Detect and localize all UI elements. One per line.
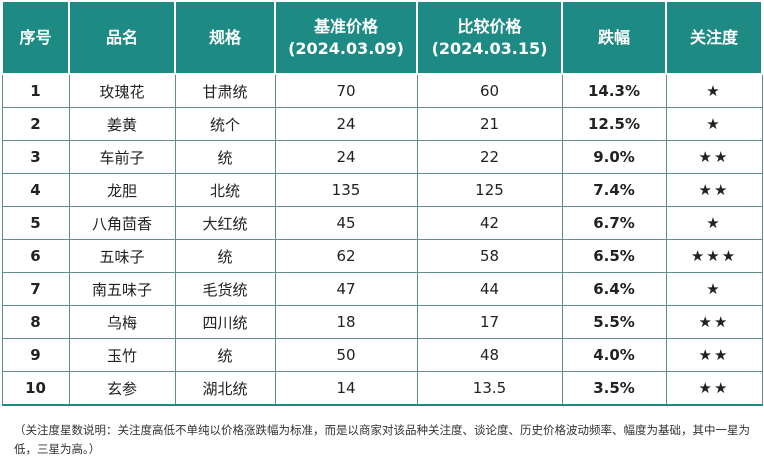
header-change: 跌幅 xyxy=(561,0,667,75)
table-row: 1 玫瑰花 甘肃统 70 60 14.3% ★ xyxy=(1,73,763,108)
cell-base-price: 24 xyxy=(274,140,418,174)
cell-base-price: 50 xyxy=(274,338,418,372)
cell-no: 3 xyxy=(1,140,70,174)
cell-compare-price: 44 xyxy=(416,272,563,306)
cell-change: 4.0% xyxy=(561,338,667,372)
table-row: 6 五味子 统 62 58 6.5% ★★★ xyxy=(1,239,763,273)
cell-no: 2 xyxy=(1,107,70,141)
cell-attention-stars: ★ xyxy=(665,73,763,108)
cell-compare-price: 22 xyxy=(416,140,563,174)
attention-note: （关注度星数说明：关注度高低不单纯以价格涨跌幅为标准，而是以商家对该品种关注度、… xyxy=(14,423,750,456)
cell-compare-price: 21 xyxy=(416,107,563,141)
cell-attention-stars: ★★★ xyxy=(665,239,763,273)
cell-name: 车前子 xyxy=(68,140,176,174)
header-compare-price-label: 比较价格 xyxy=(457,16,522,36)
cell-change: 5.5% xyxy=(561,305,667,339)
cell-attention-stars: ★★ xyxy=(665,173,763,207)
cell-name: 南五味子 xyxy=(68,272,176,306)
cell-attention-stars: ★ xyxy=(665,107,763,141)
cell-spec: 大红统 xyxy=(174,206,276,240)
cell-spec: 统个 xyxy=(174,107,276,141)
cell-name: 玫瑰花 xyxy=(68,73,176,108)
cell-spec: 湖北统 xyxy=(174,371,276,406)
table-row: 3 车前子 统 24 22 9.0% ★★ xyxy=(1,140,763,174)
cell-name: 乌梅 xyxy=(68,305,176,339)
cell-change: 9.0% xyxy=(561,140,667,174)
cell-spec: 统 xyxy=(174,338,276,372)
cell-compare-price: 48 xyxy=(416,338,563,372)
table-row: 2 姜黄 统个 24 21 12.5% ★ xyxy=(1,107,763,141)
cell-attention-stars: ★★ xyxy=(665,371,763,406)
cell-name: 姜黄 xyxy=(68,107,176,141)
cell-no: 9 xyxy=(1,338,70,372)
cell-no: 1 xyxy=(1,73,70,108)
table-row: 5 八角茴香 大红统 45 42 6.7% ★ xyxy=(1,206,763,240)
cell-name: 龙胆 xyxy=(68,173,176,207)
cell-base-price: 47 xyxy=(274,272,418,306)
cell-name: 八角茴香 xyxy=(68,206,176,240)
table-row: 9 玉竹 统 50 48 4.0% ★★ xyxy=(1,338,763,372)
cell-no: 6 xyxy=(1,239,70,273)
cell-compare-price: 125 xyxy=(416,173,563,207)
cell-spec: 统 xyxy=(174,140,276,174)
cell-no: 10 xyxy=(1,371,70,406)
cell-change: 6.5% xyxy=(561,239,667,273)
table-row: 10 玄参 湖北统 14 13.5 3.5% ★★ xyxy=(1,371,763,406)
cell-base-price: 70 xyxy=(274,73,418,108)
price-table: 序号 品名 规格 基准价格 (2024.03.09) 比较价格 (2024.03… xyxy=(1,0,763,406)
cell-spec: 统 xyxy=(174,239,276,273)
cell-change: 6.4% xyxy=(561,272,667,306)
cell-no: 7 xyxy=(1,272,70,306)
header-compare-price: 比较价格 (2024.03.15) xyxy=(416,0,563,75)
header-base-price-date: (2024.03.09) xyxy=(288,38,404,58)
cell-base-price: 24 xyxy=(274,107,418,141)
cell-change: 3.5% xyxy=(561,371,667,406)
table-header-row: 序号 品名 规格 基准价格 (2024.03.09) 比较价格 (2024.03… xyxy=(1,0,763,75)
table-row: 7 南五味子 毛货统 47 44 6.4% ★ xyxy=(1,272,763,306)
cell-no: 5 xyxy=(1,206,70,240)
cell-base-price: 45 xyxy=(274,206,418,240)
cell-no: 4 xyxy=(1,173,70,207)
cell-compare-price: 60 xyxy=(416,73,563,108)
cell-compare-price: 42 xyxy=(416,206,563,240)
header-base-price-label: 基准价格 xyxy=(313,16,378,36)
cell-base-price: 62 xyxy=(274,239,418,273)
cell-compare-price: 17 xyxy=(416,305,563,339)
cell-spec: 四川统 xyxy=(174,305,276,339)
cell-change: 7.4% xyxy=(561,173,667,207)
table-row: 8 乌梅 四川统 18 17 5.5% ★★ xyxy=(1,305,763,339)
cell-spec: 毛货统 xyxy=(174,272,276,306)
cell-base-price: 135 xyxy=(274,173,418,207)
cell-attention-stars: ★★ xyxy=(665,338,763,372)
cell-attention-stars: ★ xyxy=(665,272,763,306)
cell-compare-price: 58 xyxy=(416,239,563,273)
header-no: 序号 xyxy=(1,0,70,75)
cell-no: 8 xyxy=(1,305,70,339)
cell-base-price: 18 xyxy=(274,305,418,339)
cell-compare-price: 13.5 xyxy=(416,371,563,406)
cell-base-price: 14 xyxy=(274,371,418,406)
cell-name: 五味子 xyxy=(68,239,176,273)
header-name: 品名 xyxy=(68,0,176,75)
cell-change: 14.3% xyxy=(561,73,667,108)
header-attention: 关注度 xyxy=(665,0,763,75)
cell-spec: 甘肃统 xyxy=(174,73,276,108)
cell-name: 玄参 xyxy=(68,371,176,406)
cell-attention-stars: ★★ xyxy=(665,305,763,339)
cell-spec: 北统 xyxy=(174,173,276,207)
header-compare-price-date: (2024.03.15) xyxy=(431,38,548,58)
header-spec: 规格 xyxy=(174,0,276,75)
cell-change: 6.7% xyxy=(561,206,667,240)
header-base-price: 基准价格 (2024.03.09) xyxy=(274,0,418,75)
cell-change: 12.5% xyxy=(561,107,667,141)
table-row: 4 龙胆 北统 135 125 7.4% ★★ xyxy=(1,173,763,207)
cell-attention-stars: ★ xyxy=(665,206,763,240)
cell-attention-stars: ★★ xyxy=(665,140,763,174)
cell-name: 玉竹 xyxy=(68,338,176,372)
